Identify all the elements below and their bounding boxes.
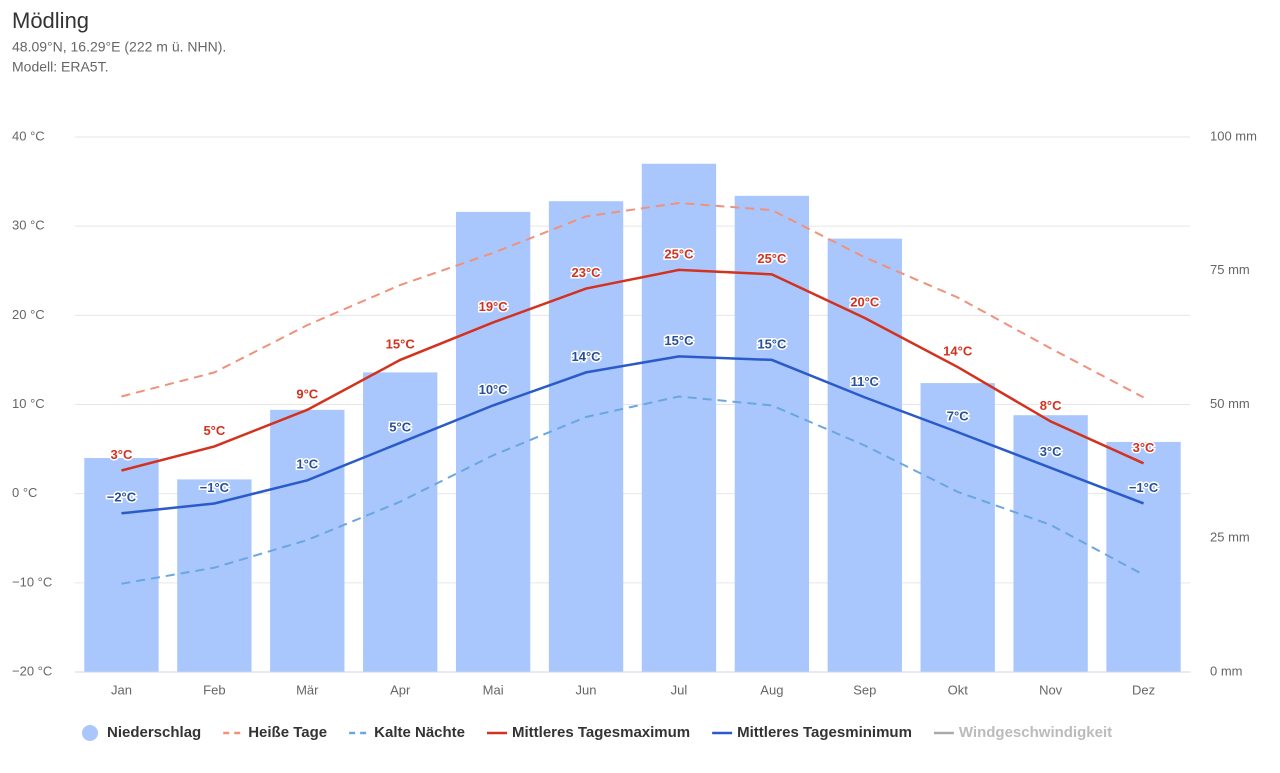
data-label: 10°C — [479, 382, 509, 397]
x-tick-label: Aug — [760, 682, 783, 697]
bar — [548, 201, 624, 672]
y2-tick-label: 0 mm — [1210, 663, 1243, 678]
bar — [827, 238, 902, 672]
data-label: −1°C — [1129, 480, 1159, 495]
line — [121, 268, 1145, 472]
y-tick-label: 30 °C — [12, 218, 45, 233]
bar — [920, 383, 995, 672]
data-label: 15°C — [386, 336, 416, 351]
legend-symbol — [82, 725, 98, 741]
x-tick-label: Dez — [1132, 682, 1155, 697]
legend-label: Mittleres Tagesminimum — [737, 724, 912, 741]
y-tick-label: −10 °C — [12, 574, 52, 589]
y-tick-label: −20 °C — [12, 663, 52, 678]
data-label: 8°C — [1040, 398, 1062, 413]
y2-tick-label: 100 mm — [1210, 128, 1257, 143]
y-tick-label: 0 °C — [12, 485, 37, 500]
y2-tick-label: 25 mm — [1210, 530, 1250, 545]
y-tick-label: 10 °C — [12, 396, 45, 411]
bar — [177, 479, 252, 672]
data-label: 9°C — [296, 386, 318, 401]
bar — [641, 163, 717, 672]
data-label: 3°C — [1040, 444, 1062, 459]
data-label: −2°C — [107, 490, 137, 505]
y-tick-label: 40 °C — [12, 128, 45, 143]
data-label: 5°C — [203, 423, 225, 438]
chart-title: Mödling — [12, 8, 89, 33]
bar — [455, 211, 531, 672]
x-tick-label: Jul — [671, 682, 688, 697]
y2-tick-label: 50 mm — [1210, 396, 1250, 411]
x-tick-label: Okt — [948, 682, 969, 697]
bar — [363, 372, 438, 672]
y2-tick-label: 75 mm — [1210, 262, 1250, 277]
data-label: 25°C — [664, 246, 694, 261]
legend-label: Heiße Tage — [248, 724, 327, 741]
data-label: 25°C — [757, 251, 787, 266]
bar — [270, 409, 345, 672]
bar — [1106, 441, 1181, 672]
data-label: 11°C — [851, 374, 880, 389]
bar — [84, 458, 159, 672]
data-label: 19°C — [479, 299, 509, 314]
data-label: −1°C — [200, 480, 230, 495]
data-label: 15°C — [757, 336, 787, 351]
legend-label: Windgeschwindigkeit — [959, 724, 1112, 741]
x-tick-label: Mai — [483, 682, 504, 697]
data-label: 7°C — [947, 409, 969, 424]
chart-subtitle: 48.09°N, 16.29°E (222 m ü. NHN). — [12, 39, 226, 55]
chart-subtitle: Modell: ERA5T. — [12, 59, 108, 75]
x-tick-label: Jun — [576, 682, 597, 697]
data-label: 3°C — [1133, 440, 1155, 455]
data-label: 23°C — [572, 265, 602, 280]
line — [121, 201, 1145, 399]
legend-label: Niederschlag — [107, 724, 201, 741]
x-tick-label: Mär — [296, 682, 319, 697]
grid — [75, 136, 1190, 673]
data-label: 3°C — [111, 447, 133, 462]
data-label: 20°C — [850, 294, 880, 309]
legend-label: Kalte Nächte — [374, 724, 465, 741]
legend-label: Mittleres Tagesmaximum — [512, 724, 690, 741]
data-label: 15°C — [664, 333, 694, 348]
data-label: 14°C — [572, 349, 602, 364]
x-tick-label: Apr — [390, 682, 411, 697]
data-label: 1°C — [296, 457, 318, 472]
y-tick-label: 20 °C — [12, 307, 45, 322]
x-tick-label: Sep — [853, 682, 876, 697]
line — [121, 395, 1145, 585]
line — [121, 355, 1144, 515]
bar — [734, 195, 810, 672]
x-tick-label: Feb — [203, 682, 225, 697]
data-label: 14°C — [943, 343, 973, 358]
data-label: 5°C — [389, 419, 411, 434]
x-tick-label: Jan — [111, 682, 132, 697]
x-tick-label: Nov — [1039, 682, 1063, 697]
